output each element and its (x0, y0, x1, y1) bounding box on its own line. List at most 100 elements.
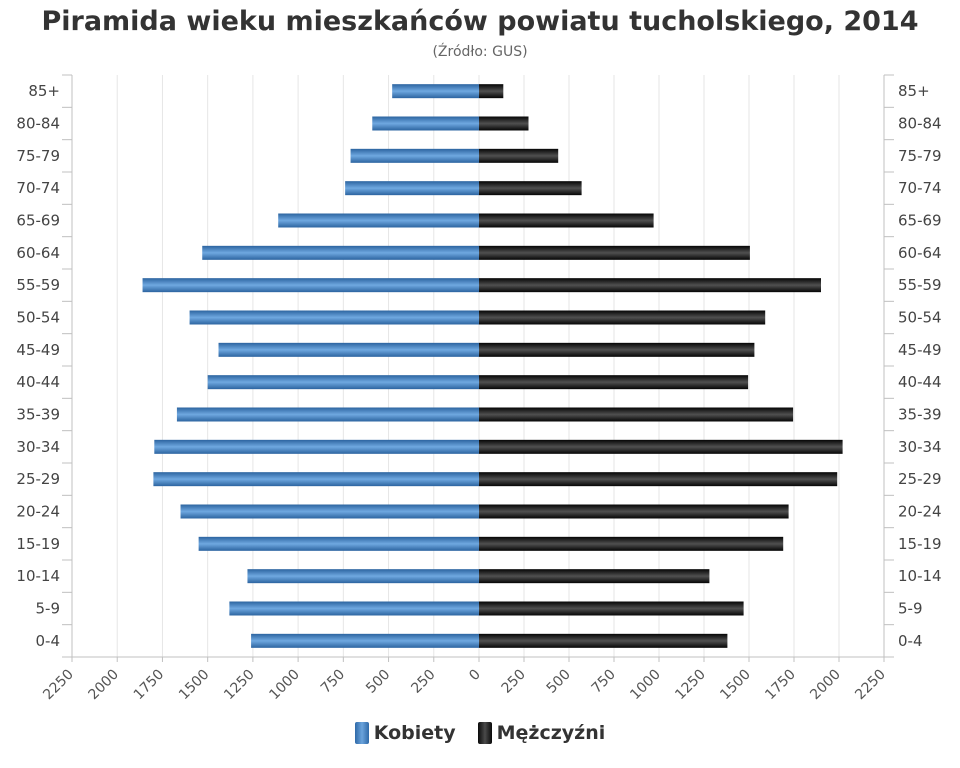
bar-mezczyzni[interactable] (479, 181, 582, 196)
category-label-right: 35-39 (898, 406, 942, 424)
category-label-left: 45-49 (16, 341, 60, 359)
category-label-right: 15-19 (898, 535, 942, 553)
bars (142, 84, 843, 648)
category-label-right: 0-4 (898, 632, 923, 650)
category-label-left: 70-74 (16, 179, 60, 197)
bar-kobiety[interactable] (207, 375, 479, 390)
category-label-right: 30-34 (898, 438, 942, 456)
category-label-left: 80-84 (16, 115, 60, 133)
category-label-right: 65-69 (898, 212, 942, 230)
x-tick-label: 1750 (762, 667, 799, 704)
bar-kobiety[interactable] (176, 407, 479, 422)
x-tick-label: 1750 (131, 667, 168, 704)
bar-mezczyzni[interactable] (479, 569, 710, 584)
bar-kobiety[interactable] (345, 181, 479, 196)
bar-mezczyzni[interactable] (479, 245, 750, 260)
bar-mezczyzni[interactable] (479, 213, 654, 228)
legend-item-kobiety[interactable]: Kobiety (354, 722, 456, 744)
legend-swatch-kobiety (354, 722, 369, 744)
category-label-right: 60-64 (898, 244, 942, 262)
bar-kobiety[interactable] (180, 504, 480, 519)
legend: Kobiety Mężczyźni (0, 722, 960, 744)
bar-kobiety[interactable] (278, 213, 479, 228)
category-label-right: 80-84 (898, 115, 942, 133)
category-label-right: 50-54 (898, 309, 942, 327)
category-label-right: 10-14 (898, 567, 942, 585)
bar-kobiety[interactable] (202, 245, 480, 260)
x-tick-label: 750 (589, 667, 619, 697)
category-label-left: 85+ (28, 82, 60, 100)
category-label-right: 45-49 (898, 341, 942, 359)
bar-mezczyzni[interactable] (479, 84, 504, 99)
chart-title: Piramida wieku mieszkańców powiatu tucho… (41, 6, 919, 37)
chart-subtitle: (Źródło: GUS) (432, 44, 528, 60)
x-tick-label: 0 (466, 667, 484, 685)
category-label-right: 20-24 (898, 503, 942, 521)
bar-kobiety[interactable] (229, 601, 479, 616)
category-label-right: 5-9 (898, 600, 923, 618)
bar-mezczyzni[interactable] (479, 342, 755, 357)
category-label-left: 50-54 (16, 309, 60, 327)
bar-kobiety[interactable] (392, 84, 479, 99)
bar-mezczyzni[interactable] (479, 375, 749, 390)
category-label-left: 15-19 (16, 535, 60, 553)
category-label-left: 40-44 (16, 373, 60, 391)
x-tick-label: 1500 (176, 667, 213, 704)
category-label-left: 60-64 (16, 244, 60, 262)
bar-kobiety[interactable] (142, 278, 479, 293)
category-label-right: 40-44 (898, 373, 942, 391)
x-tick-label: 500 (363, 667, 393, 697)
x-tick-label: 250 (408, 667, 438, 697)
x-tick-label: 500 (544, 667, 574, 697)
bar-kobiety[interactable] (153, 472, 479, 487)
x-tick-label: 250 (499, 667, 529, 697)
bar-mezczyzni[interactable] (479, 472, 838, 487)
bar-kobiety[interactable] (154, 439, 479, 454)
category-label-right: 55-59 (898, 276, 942, 294)
bar-mezczyzni[interactable] (479, 633, 728, 648)
category-label-left: 5-9 (36, 600, 61, 618)
bar-kobiety[interactable] (198, 536, 479, 551)
x-tick-label: 1250 (672, 667, 709, 704)
x-tick-label: 2250 (852, 667, 889, 704)
x-tick-label: 1000 (266, 667, 303, 704)
bar-kobiety[interactable] (372, 116, 479, 131)
category-label-right: 70-74 (898, 179, 942, 197)
category-label-left: 55-59 (16, 276, 60, 294)
x-tick-label: 2250 (40, 667, 77, 704)
category-label-right: 85+ (898, 82, 930, 100)
category-label-left: 65-69 (16, 212, 60, 230)
bar-mezczyzni[interactable] (479, 310, 766, 325)
x-tick-label: 2000 (86, 667, 123, 704)
bar-mezczyzni[interactable] (479, 536, 784, 551)
bar-mezczyzni[interactable] (479, 407, 794, 422)
category-label-left: 25-29 (16, 470, 60, 488)
bar-mezczyzni[interactable] (479, 148, 559, 163)
x-tick-label: 2000 (807, 667, 844, 704)
bar-kobiety[interactable] (218, 342, 479, 357)
category-label-right: 25-29 (898, 470, 942, 488)
bar-mezczyzni[interactable] (479, 116, 529, 131)
bar-mezczyzni[interactable] (479, 278, 821, 293)
category-label-left: 10-14 (16, 567, 60, 585)
bar-kobiety[interactable] (251, 633, 479, 648)
x-tick-label: 1500 (717, 667, 754, 704)
legend-item-mezczyzni[interactable]: Mężczyźni (477, 722, 605, 744)
bar-kobiety[interactable] (350, 148, 479, 163)
category-label-left: 20-24 (16, 503, 60, 521)
x-tick-label: 750 (318, 667, 348, 697)
x-tick-label: 1250 (221, 667, 258, 704)
bar-mezczyzni[interactable] (479, 439, 843, 454)
axes (62, 74, 894, 662)
bar-mezczyzni[interactable] (479, 504, 789, 519)
bar-kobiety[interactable] (189, 310, 480, 325)
category-label-left: 35-39 (16, 406, 60, 424)
category-label-left: 75-79 (16, 147, 60, 165)
legend-swatch-mezczyzni (477, 722, 492, 744)
bar-mezczyzni[interactable] (479, 601, 744, 616)
bar-kobiety[interactable] (247, 569, 479, 584)
category-label-left: 30-34 (16, 438, 60, 456)
legend-label-kobiety: Kobiety (373, 722, 456, 744)
